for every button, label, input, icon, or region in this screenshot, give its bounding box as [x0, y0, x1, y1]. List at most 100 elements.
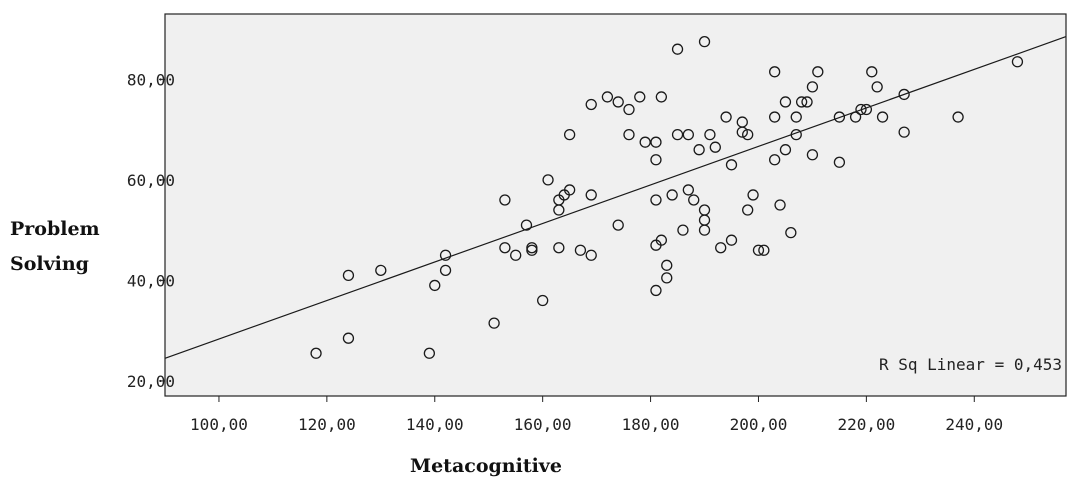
data-point [563, 184, 576, 196]
data-point [671, 128, 684, 141]
data-point [639, 136, 651, 148]
data-point [769, 111, 781, 123]
data-point [1011, 56, 1024, 68]
data-point [790, 111, 802, 123]
data-point [704, 128, 716, 141]
data-point [655, 234, 668, 246]
data-point [612, 219, 624, 231]
data-point [671, 43, 684, 55]
plot-frame [164, 13, 1067, 397]
data-point [520, 219, 533, 231]
data-point [585, 189, 597, 201]
fit-line [164, 36, 1067, 359]
data-point [698, 224, 711, 236]
data-point [439, 264, 452, 276]
y-axis-title-line-1: Problem [10, 218, 100, 240]
data-point [785, 226, 797, 239]
axis-ticks: 100,00 120,00 140,00 160,00 180,00 200,00 220,… [127, 70, 1003, 434]
data-point [526, 244, 538, 256]
x-tick-label: 240,00 [945, 415, 1003, 434]
data-point [806, 81, 819, 93]
data-point [677, 224, 689, 236]
data-point [682, 184, 694, 196]
data-point [342, 269, 355, 282]
x-tick-label: 200,00 [730, 415, 788, 434]
data-point [952, 111, 964, 123]
data-point [898, 88, 910, 101]
data-point [688, 194, 700, 206]
data-point [650, 154, 662, 166]
data-point [634, 91, 646, 103]
data-point [623, 128, 635, 141]
data-point [698, 35, 711, 48]
x-tick-label: 140,00 [406, 415, 464, 434]
data-point [488, 317, 500, 329]
y-tick-label: 20,00 [127, 372, 175, 391]
data-point [806, 149, 819, 161]
data-point [661, 259, 673, 271]
data-point [661, 272, 673, 284]
data-point [553, 204, 565, 216]
data-points [310, 35, 1024, 359]
data-point [655, 91, 668, 103]
data-point [553, 242, 565, 254]
data-point [833, 156, 846, 168]
data-point [725, 234, 738, 246]
y-tick-label: 80,00 [127, 70, 175, 89]
data-point [682, 128, 694, 141]
data-point [429, 279, 441, 292]
data-point [720, 111, 732, 123]
data-point [812, 66, 824, 78]
data-point [601, 91, 614, 103]
data-point [855, 103, 867, 116]
data-point [342, 332, 355, 344]
data-point [747, 189, 759, 201]
data-point [758, 244, 770, 256]
y-tick-label: 60,00 [127, 171, 175, 190]
data-point [709, 141, 721, 153]
data-point [439, 249, 452, 261]
plot-area [165, 14, 1066, 396]
data-point [574, 244, 587, 256]
data-point [779, 96, 792, 108]
data-point [510, 249, 522, 261]
x-axis-title: Metacognitive [410, 455, 562, 477]
data-point [898, 126, 910, 138]
data-point [623, 103, 635, 116]
data-point [542, 174, 554, 186]
data-point [650, 136, 662, 148]
data-point [725, 159, 738, 171]
data-point [742, 128, 754, 141]
data-point [871, 81, 883, 93]
y-axis-title-line-2: Solving [10, 253, 89, 275]
data-point [795, 96, 808, 108]
data-point [860, 103, 873, 116]
data-point [833, 111, 846, 123]
data-point [715, 242, 727, 254]
data-point [769, 66, 781, 78]
data-point [774, 199, 786, 211]
data-point [801, 96, 813, 108]
data-point [612, 96, 624, 108]
data-point [375, 264, 387, 276]
data-point [499, 194, 511, 206]
data-point [423, 347, 436, 359]
data-point [585, 249, 597, 261]
y-tick-label: 40,00 [127, 271, 175, 290]
x-tick-label: 180,00 [622, 415, 680, 434]
x-tick-label: 160,00 [514, 415, 572, 434]
x-tick-label: 120,00 [298, 415, 356, 434]
data-point [769, 154, 781, 166]
data-point [585, 98, 597, 111]
data-point [742, 204, 754, 216]
data-point [752, 244, 765, 256]
data-point [693, 144, 705, 156]
r-squared-annotation: R Sq Linear = 0,453 [879, 355, 1062, 374]
data-point [563, 128, 576, 141]
data-point [666, 189, 678, 201]
data-point [790, 128, 802, 141]
data-point [499, 242, 511, 254]
data-point [866, 66, 878, 78]
data-point [779, 144, 792, 156]
